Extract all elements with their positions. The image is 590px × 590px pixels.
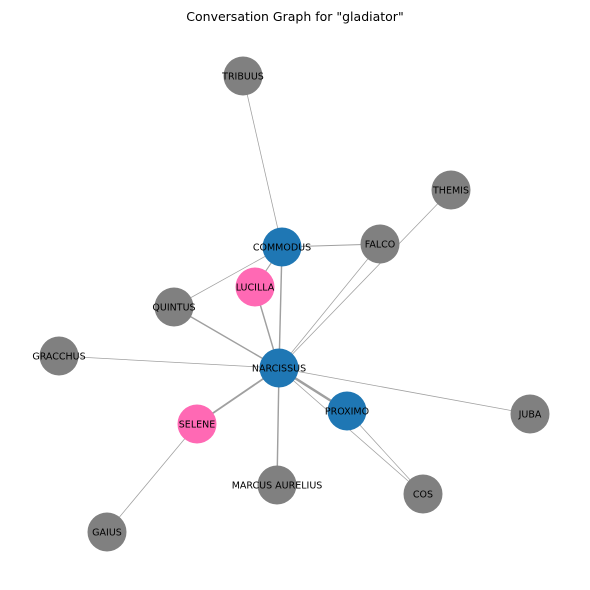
node-themis: THEMIS: [431, 170, 471, 210]
edge-tribuus-commodus: [242, 75, 283, 248]
node-tribuus: TRIBUUS: [221, 56, 264, 96]
node-gracchus: GRACCHUS: [32, 336, 86, 376]
node-cos: COS: [403, 474, 443, 514]
node-lucilla: LUCILLA: [235, 267, 275, 307]
node-circle: [259, 348, 299, 388]
node-label: FALCO: [365, 240, 396, 251]
edge-commodus-narcissus: [278, 246, 283, 369]
node-circle: [360, 224, 400, 264]
node-circle: [510, 394, 550, 434]
node-label: GRACCHUS: [32, 352, 85, 363]
node-marcus-aurelius: MARCUS AURELIUS: [232, 465, 323, 505]
edge-selene-gaius: [106, 423, 198, 533]
edge-quintus-narcissus: [173, 306, 280, 369]
edge-narcissus-marcus-aurelius: [276, 367, 280, 486]
node-label: GAIUS: [92, 528, 122, 539]
node-circle: [327, 391, 367, 431]
node-circle: [87, 512, 127, 552]
nodes-layer: TRIBUUS THEMIS COMMODUS FALCO LUCILLA QUINTUS…: [32, 56, 550, 552]
node-selene: SELENE: [177, 404, 217, 444]
node-label: COS: [413, 490, 433, 501]
edge-falco-narcissus: [278, 243, 381, 369]
edge-narcissus-cos: [278, 367, 424, 495]
node-circle: [257, 465, 297, 505]
node-circle: [177, 404, 217, 444]
graph-title: Conversation Graph for "gladiator": [186, 9, 403, 24]
node-narcissus: NARCISSUS: [252, 348, 306, 388]
node-label: NARCISSUS: [252, 364, 306, 375]
node-label: QUINTUS: [152, 303, 195, 314]
node-label: MARCUS AURELIUS: [232, 481, 323, 492]
node-gaius: GAIUS: [87, 512, 127, 552]
edges-layer: [58, 75, 531, 533]
node-circle: [154, 287, 194, 327]
node-falco: FALCO: [360, 224, 400, 264]
node-label: THEMIS: [432, 186, 469, 197]
node-commodus: COMMODUS: [253, 227, 311, 267]
node-circle: [431, 170, 471, 210]
node-proximo: PROXIMO: [325, 391, 369, 431]
node-label: TRIBUUS: [221, 72, 264, 83]
node-circle: [262, 227, 302, 267]
edge-commodus-quintus: [173, 246, 283, 308]
node-quintus: QUINTUS: [152, 287, 196, 327]
node-label: COMMODUS: [253, 243, 311, 254]
edge-narcissus-juba: [278, 367, 531, 415]
node-label: LUCILLA: [236, 283, 275, 294]
node-label: PROXIMO: [325, 407, 369, 418]
edge-themis-narcissus: [278, 189, 452, 369]
node-circle: [403, 474, 443, 514]
node-juba: JUBA: [510, 394, 550, 434]
node-circle: [39, 336, 79, 376]
node-circle: [235, 267, 275, 307]
node-circle: [223, 56, 263, 96]
edge-gracchus-narcissus: [58, 355, 280, 369]
node-label: JUBA: [518, 410, 542, 421]
node-label: SELENE: [179, 420, 215, 431]
